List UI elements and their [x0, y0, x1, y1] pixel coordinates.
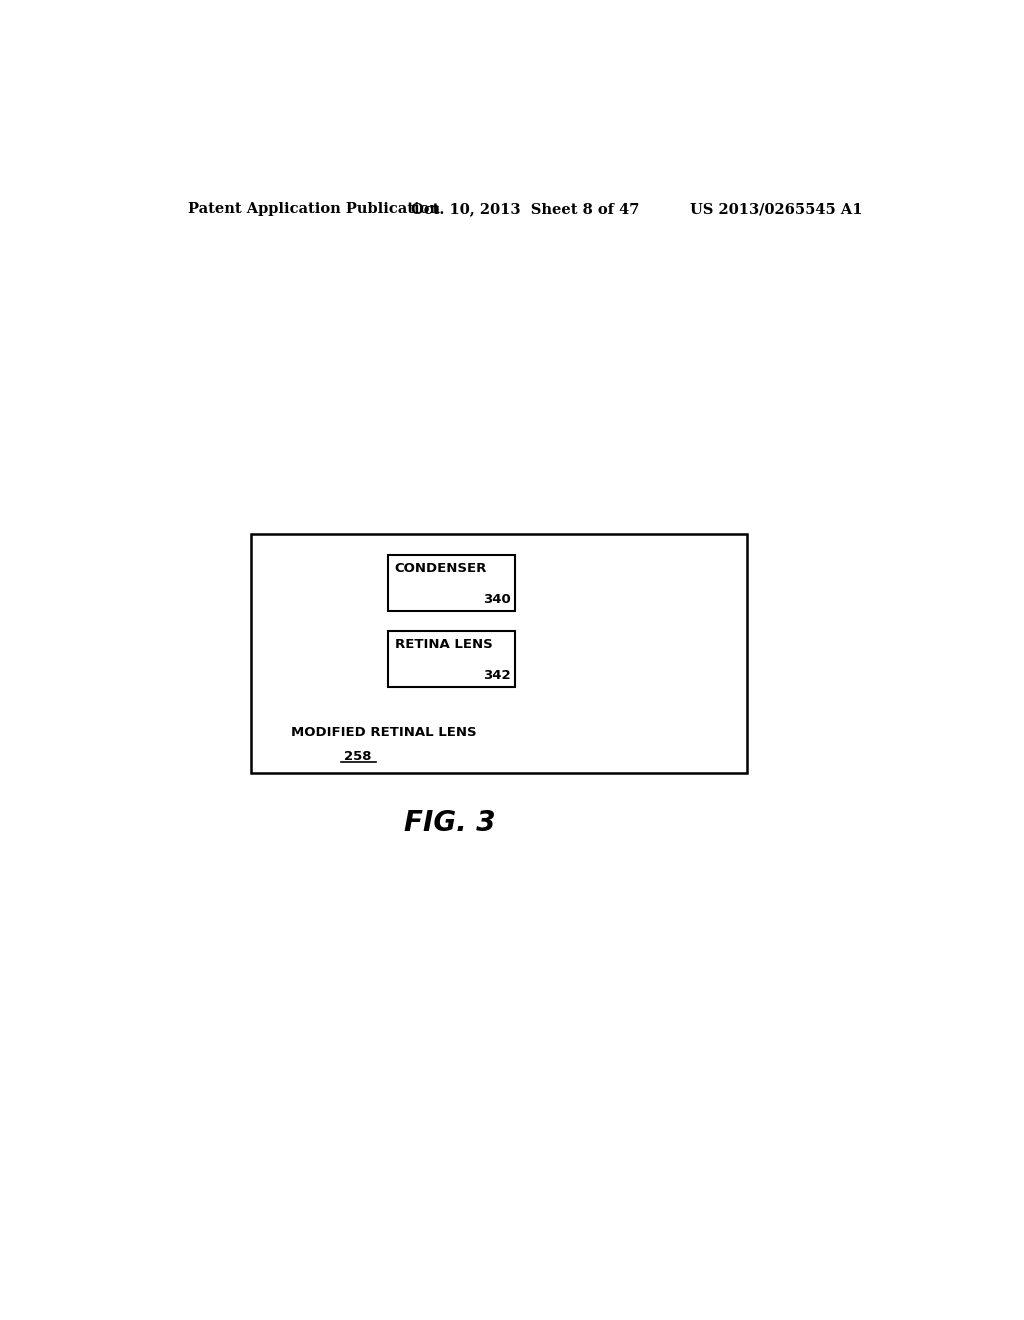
Text: 340: 340 [482, 593, 511, 606]
Bar [388, 631, 515, 686]
Text: Patent Application Publication: Patent Application Publication [187, 202, 439, 216]
Text: FIG. 3: FIG. 3 [403, 809, 496, 837]
Text: CONDENSER: CONDENSER [394, 562, 487, 576]
Bar [388, 554, 515, 611]
Bar [251, 535, 748, 774]
Text: MODIFIED RETINAL LENS: MODIFIED RETINAL LENS [291, 726, 476, 739]
Text: 342: 342 [483, 669, 511, 682]
Text: US 2013/0265545 A1: US 2013/0265545 A1 [689, 202, 862, 216]
Text: Oct. 10, 2013  Sheet 8 of 47: Oct. 10, 2013 Sheet 8 of 47 [411, 202, 639, 216]
Text: RETINA LENS: RETINA LENS [394, 638, 493, 651]
Text: 258: 258 [344, 750, 372, 763]
